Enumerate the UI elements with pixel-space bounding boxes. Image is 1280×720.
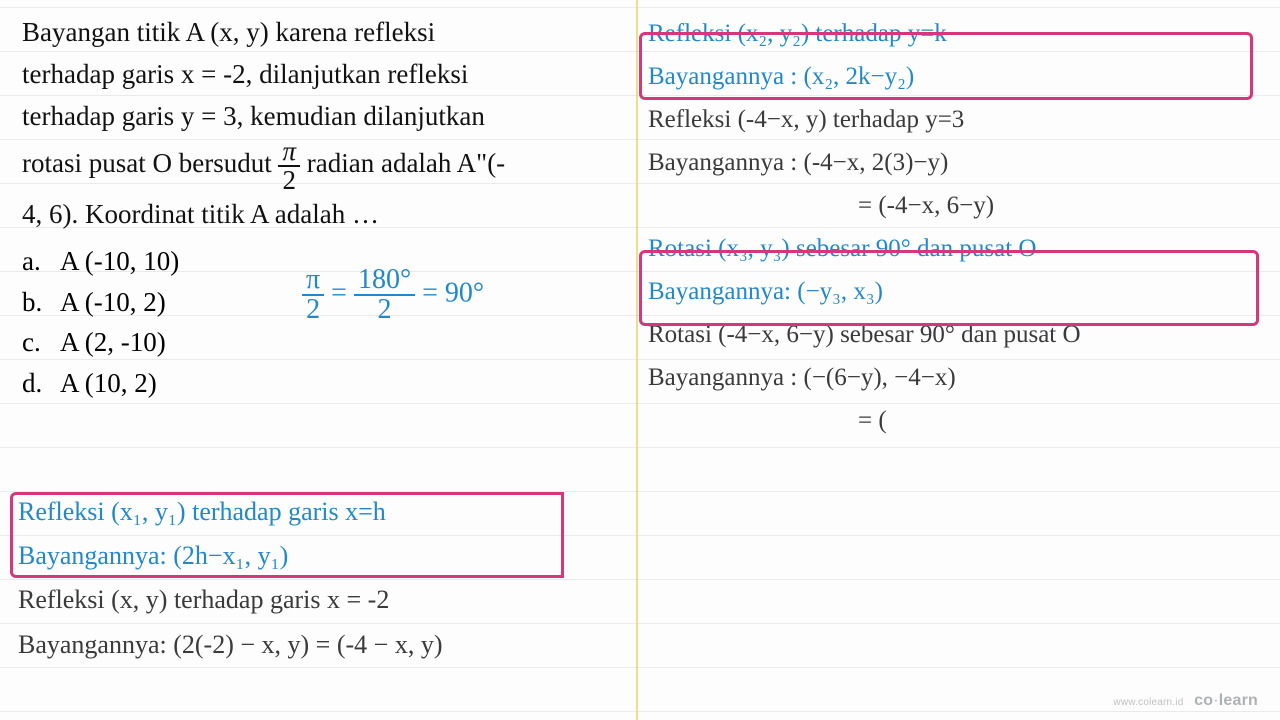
option-letter: c. <box>22 322 48 363</box>
footer-url: www.colearn.id <box>1113 697 1183 708</box>
simplify-1: = (-4−x, 6−y) <box>648 184 1258 227</box>
simplify-2: = ( <box>648 399 1258 442</box>
option-d: d. A (10, 2) <box>22 363 632 404</box>
option-value: A (-10, 10) <box>60 241 179 282</box>
problem-fraction: π 2 <box>278 138 300 194</box>
equals-1: = <box>331 277 354 308</box>
left-column-work: Refleksi (x₁, y₁) terhadap garis x=h Bay… <box>18 490 442 667</box>
brand-co: co <box>1194 692 1213 709</box>
problem-line-4a: rotasi pusat O bersudut <box>22 148 278 178</box>
rule-reflection-xh-image: Bayangannya: (2h−x₁, y₁) <box>18 534 442 578</box>
problem-statement: Bayangan titik A (x, y) karena refleksi … <box>22 12 632 235</box>
problem-line-1: Bayangan titik A (x, y) karena refleksi <box>22 17 435 47</box>
rule-rotation-90-image: Bayangannya: (−y₃, x₃) <box>648 270 1258 313</box>
option-value: A (-10, 2) <box>60 282 166 323</box>
problem-line-5: 4, 6). Koordinat titik A adalah … <box>22 199 379 229</box>
rule-rotation-90: Rotasi (x₃, y₃) sebesar 90° dan pusat O <box>648 227 1258 270</box>
problem-line-2: terhadap garis x = -2, dilanjutkan refle… <box>22 59 468 89</box>
brand-learn: learn <box>1219 692 1258 709</box>
frac-num: π <box>302 266 324 296</box>
rule-reflection-yk: Refleksi (x₂, y₂) terhadap y=k <box>648 12 1258 55</box>
option-value: A (2, -10) <box>60 322 166 363</box>
left-column: Bayangan titik A (x, y) karena refleksi … <box>22 12 632 442</box>
fraction-numerator: π <box>278 138 300 167</box>
option-value: A (10, 2) <box>60 363 157 404</box>
page-content: Bayangan titik A (x, y) karena refleksi … <box>0 0 1280 442</box>
rule-reflection-xh: Refleksi (x₁, y₁) terhadap garis x=h <box>18 490 442 534</box>
apply-rotation: Rotasi (-4−x, 6−y) sebesar 90° dan pusat… <box>648 313 1258 356</box>
problem-line-3: terhadap garis y = 3, kemudian dilanjutk… <box>22 101 485 131</box>
apply-rotation-image: Bayangannya : (−(6−y), −4−x) <box>648 356 1258 399</box>
right-column-work: Refleksi (x₂, y₂) terhadap y=k Bayangann… <box>640 12 1258 442</box>
apply-reflection-y3-image: Bayangannya : (-4−x, 2(3)−y) <box>648 141 1258 184</box>
fraction-denominator: 2 <box>278 167 300 194</box>
frac-den: 2 <box>374 296 396 324</box>
option-letter: a. <box>22 241 48 282</box>
option-c: c. A (2, -10) <box>22 322 632 363</box>
option-letter: b. <box>22 282 48 323</box>
frac-pi-2: π 2 <box>302 266 324 324</box>
option-letter: d. <box>22 363 48 404</box>
frac-den: 2 <box>302 296 324 324</box>
problem-line-4b: radian adalah A"(- <box>307 148 505 178</box>
equals-90: = 90° <box>422 277 484 308</box>
apply-reflection-x2: Refleksi (x, y) terhadap garis x = -2 <box>18 578 442 622</box>
apply-reflection-y3: Refleksi (-4−x, y) terhadap y=3 <box>648 98 1258 141</box>
rule-reflection-yk-image: Bayangannya : (x₂, 2k−y₂) <box>648 55 1258 98</box>
footer-brand: www.colearn.id co·learn <box>1113 692 1258 710</box>
frac-180-2: 180° 2 <box>354 266 415 324</box>
angle-conversion-note: π 2 = 180° 2 = 90° <box>302 266 484 324</box>
frac-num: 180° <box>354 266 415 296</box>
apply-reflection-x2-image: Bayangannya: (2(-2) − x, y) = (-4 − x, y… <box>18 623 442 667</box>
